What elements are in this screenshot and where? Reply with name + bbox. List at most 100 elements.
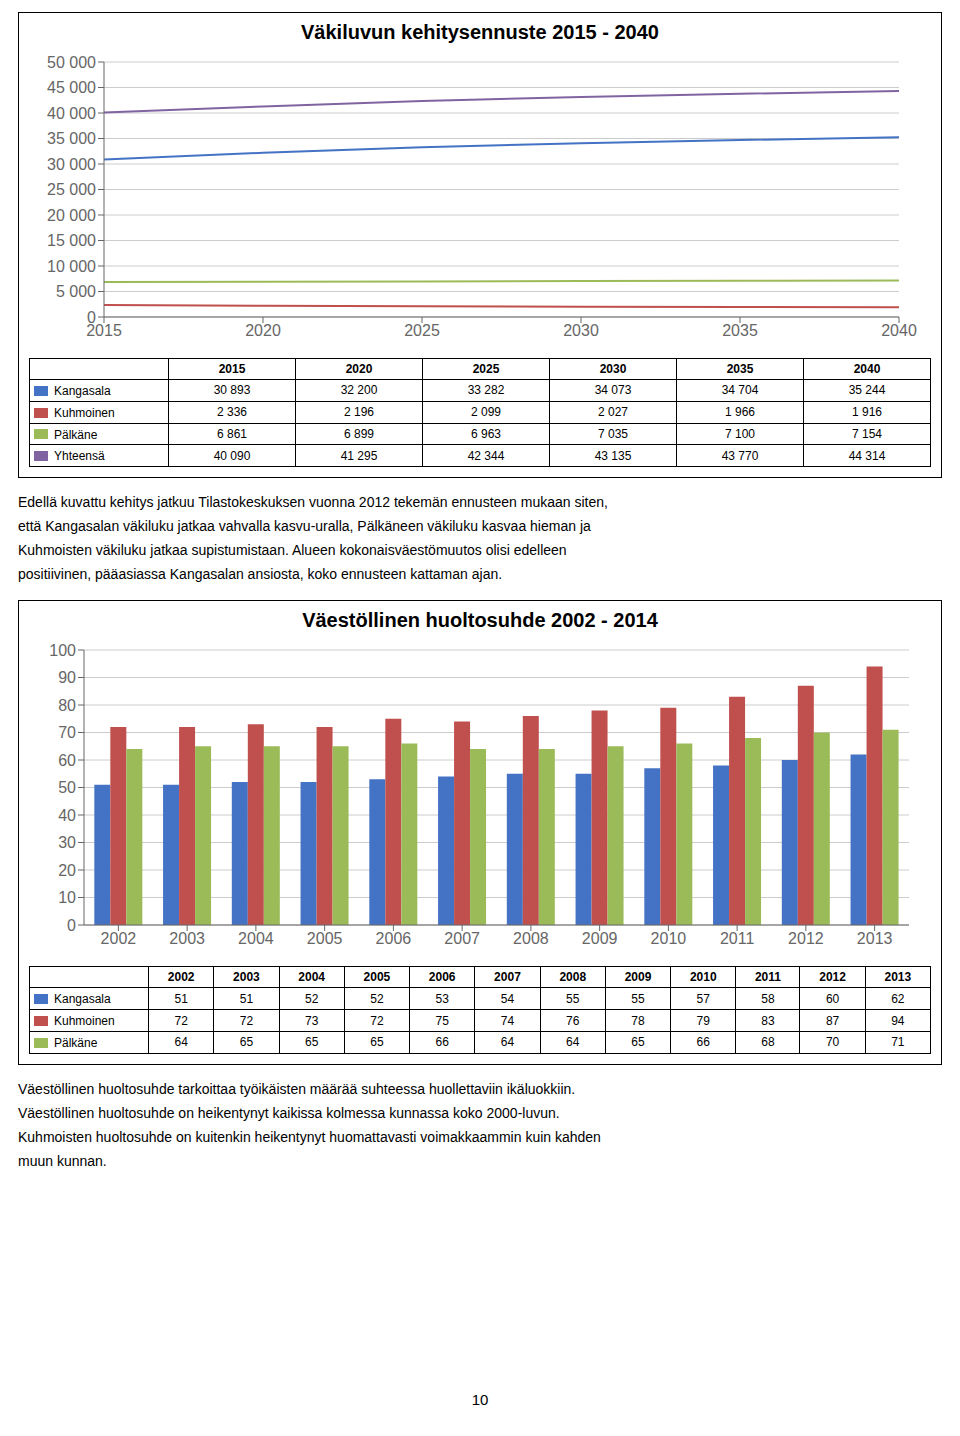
html-text:60: 60 xyxy=(825,991,840,1006)
html-text:51: 51 xyxy=(239,991,254,1006)
svg-text:90: 90 xyxy=(58,669,76,686)
html-text:Kuhmoisten väkiluku jatkaa sup: Kuhmoisten väkiluku jatkaa supistumistaa… xyxy=(18,542,567,559)
svg-text:45 000: 45 000 xyxy=(47,79,96,96)
html-text:2006: 2006 xyxy=(428,970,456,985)
html-text:Kangasala: Kangasala xyxy=(54,992,111,1007)
svg-text:20 000: 20 000 xyxy=(47,207,96,224)
html-text:Väestöllinen huoltosuhde 2002: Väestöllinen huoltosuhde 2002 - 2014 xyxy=(302,609,658,632)
svg-text:2035: 2035 xyxy=(722,322,758,339)
svg-text:2012: 2012 xyxy=(788,931,824,948)
svg-text:2007: 2007 xyxy=(444,931,480,948)
svg-text:2009: 2009 xyxy=(582,931,618,948)
html-text:Pälkäne: Pälkäne xyxy=(54,427,98,442)
svg-text:0: 0 xyxy=(87,309,96,326)
svg-text:50 000: 50 000 xyxy=(47,54,96,71)
svg-text:2030: 2030 xyxy=(563,322,599,339)
html-text:Yhteensä: Yhteensä xyxy=(54,449,105,464)
svg-text:30: 30 xyxy=(58,834,76,851)
html-text:2 099: 2 099 xyxy=(471,405,501,420)
html-text:2 027: 2 027 xyxy=(598,405,628,420)
svg-text:70: 70 xyxy=(58,724,76,741)
html-text:42 344: 42 344 xyxy=(467,448,505,463)
svg-text:20: 20 xyxy=(58,862,76,879)
svg-text:10 000: 10 000 xyxy=(47,258,96,275)
html-text:2 196: 2 196 xyxy=(344,405,374,420)
svg-text:50: 50 xyxy=(58,779,76,796)
svg-text:2020: 2020 xyxy=(245,322,281,339)
svg-text:2004: 2004 xyxy=(238,931,274,948)
svg-text:2011: 2011 xyxy=(720,931,755,948)
html-text:7 154: 7 154 xyxy=(852,427,882,442)
html-text:35 244: 35 244 xyxy=(848,383,886,398)
html-text:54: 54 xyxy=(500,991,515,1006)
html-text:2007: 2007 xyxy=(494,970,521,985)
svg-text:2003: 2003 xyxy=(169,931,205,948)
html-text:65: 65 xyxy=(239,1035,254,1050)
svg-text:2010: 2010 xyxy=(651,931,687,948)
svg-text:2025: 2025 xyxy=(404,322,440,339)
html-text:33 282: 33 282 xyxy=(467,383,505,398)
svg-text:2013: 2013 xyxy=(857,931,893,948)
html-text:Kangasala: Kangasala xyxy=(54,383,111,398)
html-text:että Kangasalan väkiluku jatka: että Kangasalan väkiluku jatkaa vahvalla… xyxy=(18,518,591,535)
html-text:2009: 2009 xyxy=(624,970,652,985)
html-text:34 704: 34 704 xyxy=(721,383,759,398)
svg-text:15 000: 15 000 xyxy=(47,232,96,249)
svg-text:40 000: 40 000 xyxy=(47,105,96,122)
svg-text:40: 40 xyxy=(58,807,76,824)
html-text:2004: 2004 xyxy=(298,970,325,985)
html-text:41 295: 41 295 xyxy=(340,448,378,463)
html-text:Väestöllinen huoltosuhde on he: Väestöllinen huoltosuhde on heikentynyt … xyxy=(18,1104,560,1121)
html-text:2011: 2011 xyxy=(754,970,781,985)
html-text:2013: 2013 xyxy=(884,970,912,985)
html-text:6 861: 6 861 xyxy=(217,427,247,442)
html-text:positiivinen, pääasiassa Kanga: positiivinen, pääasiassa Kangasalan ansi… xyxy=(18,566,503,583)
html-text:2005: 2005 xyxy=(363,970,391,985)
svg-text:2008: 2008 xyxy=(513,931,549,948)
svg-text:2005: 2005 xyxy=(307,931,343,948)
html-text:7 100: 7 100 xyxy=(725,427,755,442)
svg-text:10: 10 xyxy=(58,889,76,906)
html-text:2008: 2008 xyxy=(559,970,587,985)
svg-text:35 000: 35 000 xyxy=(47,130,96,147)
html-text:Väestöllinen huoltosuhde tarko: Väestöllinen huoltosuhde tarkoittaa työi… xyxy=(18,1080,576,1097)
svg-text:100: 100 xyxy=(49,642,76,659)
html-text:Kuhmoinen: Kuhmoinen xyxy=(54,405,115,420)
svg-text:5 000: 5 000 xyxy=(56,283,96,300)
html-text:2012: 2012 xyxy=(819,970,846,985)
html-text:44 314: 44 314 xyxy=(848,448,886,463)
html-text:7 035: 7 035 xyxy=(598,427,628,442)
html-text:2003: 2003 xyxy=(233,970,260,985)
html-text:40 090: 40 090 xyxy=(213,448,251,463)
html-text:74: 74 xyxy=(500,1013,515,1028)
html-text:10: 10 xyxy=(471,1391,489,1408)
html-text:43 135: 43 135 xyxy=(594,448,632,463)
html-text:Väkiluvun kehitysennuste 2015: Väkiluvun kehitysennuste 2015 - 2040 xyxy=(301,21,659,43)
html-text:2002: 2002 xyxy=(167,970,195,985)
svg-text:2002: 2002 xyxy=(101,931,137,948)
svg-text:30 000: 30 000 xyxy=(47,156,96,173)
html-text:6 963: 6 963 xyxy=(471,427,501,442)
html-text:34 073: 34 073 xyxy=(594,383,632,398)
html-text:1 916: 1 916 xyxy=(852,405,882,420)
html-text:Pälkäne: Pälkäne xyxy=(54,1035,98,1050)
svg-text:0: 0 xyxy=(67,917,76,934)
svg-text:2015: 2015 xyxy=(86,322,122,340)
html-text:2010: 2010 xyxy=(689,970,717,985)
html-text:Kuhmoisten huoltosuhde on kuit: Kuhmoisten huoltosuhde on kuitenkin heik… xyxy=(18,1128,601,1145)
html-text:Edellä kuvattu kehitys jatkuu: Edellä kuvattu kehitys jatkuu Tilastokes… xyxy=(18,494,608,511)
svg-text:60: 60 xyxy=(58,752,76,769)
html-text:87: 87 xyxy=(825,1013,840,1028)
html-text:2 336: 2 336 xyxy=(217,405,247,420)
html-text:1 966: 1 966 xyxy=(725,405,755,420)
html-text:32 200: 32 200 xyxy=(340,383,378,398)
html-text:30 893: 30 893 xyxy=(213,383,251,398)
svg-text:25 000: 25 000 xyxy=(47,181,96,198)
svg-text:80: 80 xyxy=(58,697,76,714)
svg-text:2040: 2040 xyxy=(881,322,917,339)
html-text:6 899: 6 899 xyxy=(344,427,374,442)
html-text:43 770: 43 770 xyxy=(721,448,759,463)
svg-text:2006: 2006 xyxy=(376,931,412,948)
html-text:muun kunnan.: muun kunnan. xyxy=(18,1152,107,1169)
html-text:72: 72 xyxy=(239,1013,254,1028)
